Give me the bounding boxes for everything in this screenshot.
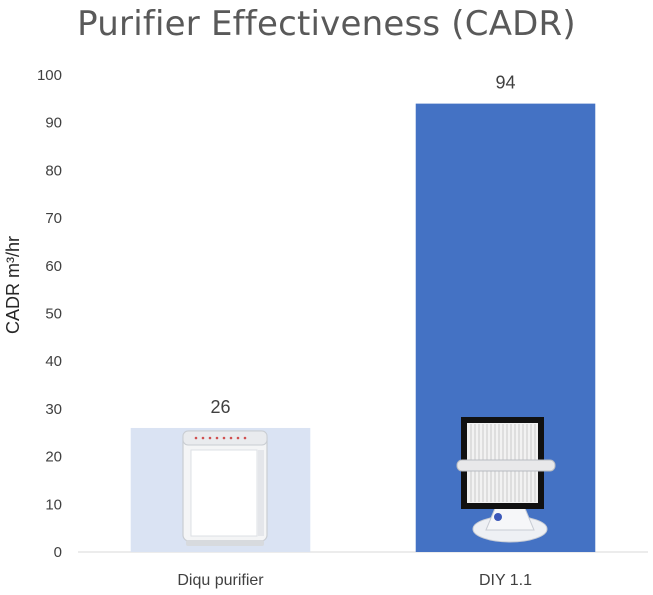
diy-box-fan-filter-image <box>456 417 556 543</box>
air-purifier-image <box>182 430 268 546</box>
category-label: Diqu purifier <box>177 572 264 589</box>
x-axis: Diqu purifier DIY 1.1 <box>177 572 532 589</box>
data-labels: 26 94 <box>210 73 515 417</box>
y-axis-label: CADR m³/hr <box>3 236 23 334</box>
y-tick-label: 100 <box>37 67 62 84</box>
chart-title: Purifier Effectiveness (CADR) <box>77 4 576 44</box>
y-tick-label: 60 <box>45 258 62 275</box>
y-tick-label: 80 <box>45 162 62 179</box>
y-tick-label: 10 <box>45 496 62 513</box>
y-tick-label: 70 <box>45 210 62 227</box>
y-tick-label: 20 <box>45 449 62 466</box>
y-tick-label: 50 <box>45 306 62 323</box>
y-tick-label: 40 <box>45 353 62 370</box>
data-label: 94 <box>495 73 515 93</box>
y-tick-label: 0 <box>54 544 62 561</box>
data-label: 26 <box>210 397 230 417</box>
y-axis: 0 10 20 30 40 50 60 70 80 90 100 <box>37 67 62 561</box>
y-tick-label: 30 <box>45 401 62 418</box>
y-tick-label: 90 <box>45 115 62 132</box>
category-label: DIY 1.1 <box>479 572 532 589</box>
